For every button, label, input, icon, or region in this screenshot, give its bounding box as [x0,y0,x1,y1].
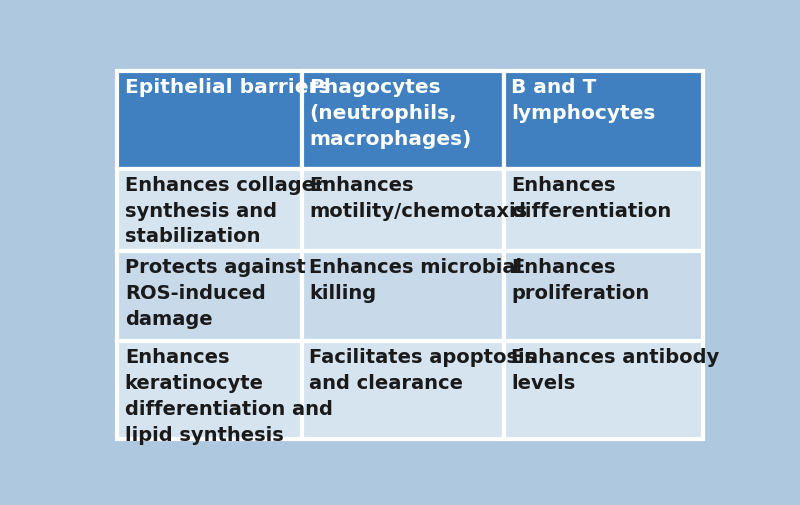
Bar [118,341,302,438]
Text: Enhances
proliferation: Enhances proliferation [511,259,650,303]
Text: Enhances antibody
levels: Enhances antibody levels [511,348,719,393]
Bar [302,251,504,341]
Text: Protects against
ROS-induced
damage: Protects against ROS-induced damage [125,259,306,329]
Bar [302,72,504,169]
Bar [302,169,504,251]
Bar [504,72,702,169]
Bar [118,72,302,169]
Bar [504,341,702,438]
Bar [118,251,302,341]
Bar [504,169,702,251]
Text: Enhances collagen
synthesis and
stabilization: Enhances collagen synthesis and stabiliz… [125,176,329,246]
Text: Enhances
differentiation: Enhances differentiation [511,176,671,221]
Text: B and T
lymphocytes: B and T lymphocytes [511,78,655,123]
Text: Enhances microbial
killing: Enhances microbial killing [309,259,522,303]
Text: Phagocytes
(neutrophils,
macrophages): Phagocytes (neutrophils, macrophages) [309,78,471,149]
Text: Enhances
motility/chemotaxis: Enhances motility/chemotaxis [309,176,527,221]
Bar [118,169,302,251]
Bar [504,251,702,341]
Text: Epithelial barriers: Epithelial barriers [125,78,330,97]
Bar [302,341,504,438]
Text: Enhances
keratinocyte
differentiation and
lipid synthesis: Enhances keratinocyte differentiation an… [125,348,333,444]
Text: Facilitates apoptosis
and clearance: Facilitates apoptosis and clearance [309,348,536,393]
